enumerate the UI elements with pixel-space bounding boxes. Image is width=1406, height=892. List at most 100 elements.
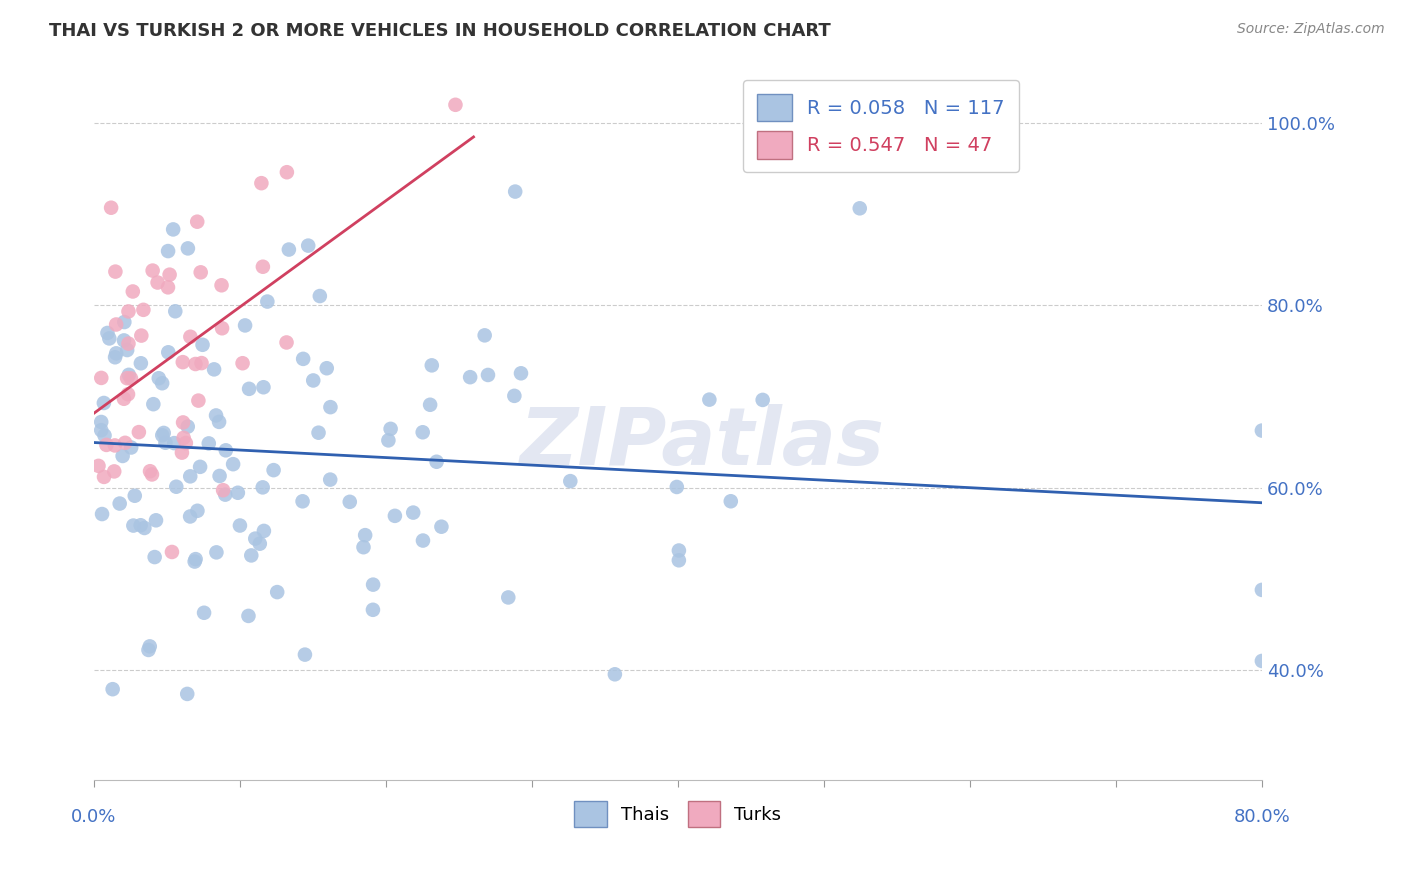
Point (90, 415, 112, 429)
Point (186, 504, 208, 518)
Point (162, 222, 184, 236)
Point (474, 328, 496, 343)
Point (426, 455, 449, 469)
Point (412, 425, 434, 440)
Point (90, 423, 112, 437)
Point (108, 497, 131, 511)
Point (380, 422, 402, 436)
Point (212, 483, 235, 498)
Point (179, 509, 201, 524)
Point (111, 449, 134, 463)
Point (668, 543, 690, 558)
Point (90, 371, 112, 385)
Point (187, 393, 209, 408)
Point (256, 294, 278, 309)
Point (117, 336, 139, 351)
Point (384, 508, 406, 523)
Point (191, 338, 214, 352)
Point (229, 518, 252, 533)
Point (117, 387, 139, 401)
Point (430, 519, 453, 533)
Point (308, 289, 330, 303)
Point (177, 419, 200, 434)
Point (361, 577, 384, 591)
Point (699, 392, 721, 407)
Point (176, 687, 198, 701)
Point (297, 238, 319, 252)
Point (412, 533, 434, 548)
Point (148, 371, 170, 385)
Point (208, 415, 231, 429)
Point (277, 243, 299, 257)
Point (205, 409, 228, 423)
Point (503, 389, 526, 403)
Point (120, 371, 142, 385)
Point (202, 362, 225, 376)
Text: Source: ZipAtlas.com: Source: ZipAtlas.com (1237, 22, 1385, 37)
Point (165, 304, 187, 318)
Point (115, 371, 138, 385)
Text: 80.0%: 80.0% (1233, 807, 1291, 826)
Point (238, 382, 260, 396)
Point (205, 545, 228, 559)
Point (150, 376, 173, 391)
Point (139, 640, 162, 654)
Point (120, 441, 142, 455)
Point (98, 331, 121, 345)
Point (174, 436, 197, 450)
Point (477, 368, 499, 382)
Point (141, 467, 163, 482)
Point (208, 469, 231, 483)
Point (510, 366, 533, 380)
Text: ZIPatlas: ZIPatlas (519, 403, 884, 482)
Point (444, 97, 467, 112)
Point (157, 244, 180, 258)
Point (419, 398, 441, 412)
Point (112, 334, 135, 348)
Point (93, 470, 115, 484)
Point (139, 464, 162, 478)
Point (498, 591, 520, 605)
Point (665, 480, 688, 494)
Point (134, 521, 156, 535)
Point (132, 302, 155, 317)
Point (249, 537, 271, 551)
Point (150, 428, 173, 442)
Point (121, 285, 143, 299)
Point (240, 549, 263, 563)
Point (100, 201, 122, 215)
Point (402, 506, 425, 520)
Point (93, 396, 115, 410)
Point (142, 263, 165, 277)
Text: 0.0%: 0.0% (72, 807, 117, 826)
Point (131, 328, 153, 343)
Point (245, 532, 267, 546)
Point (184, 357, 207, 371)
Point (319, 473, 342, 487)
Point (145, 513, 167, 527)
Point (315, 361, 337, 376)
Point (177, 241, 200, 255)
Point (276, 165, 298, 179)
Point (233, 318, 256, 333)
Point (720, 494, 742, 508)
Point (160, 545, 183, 559)
Point (252, 380, 274, 394)
Point (1251, 424, 1274, 438)
Point (458, 370, 481, 384)
Point (96, 438, 118, 452)
Point (603, 667, 626, 681)
Point (211, 321, 233, 335)
Point (276, 335, 298, 350)
Point (104, 264, 127, 278)
Point (188, 459, 211, 474)
Point (129, 518, 152, 533)
Point (308, 425, 330, 440)
Point (170, 445, 193, 459)
Point (184, 552, 207, 566)
Point (848, 202, 870, 216)
Point (105, 318, 128, 332)
Point (751, 392, 773, 407)
Point (211, 278, 233, 293)
Point (1251, 654, 1274, 668)
